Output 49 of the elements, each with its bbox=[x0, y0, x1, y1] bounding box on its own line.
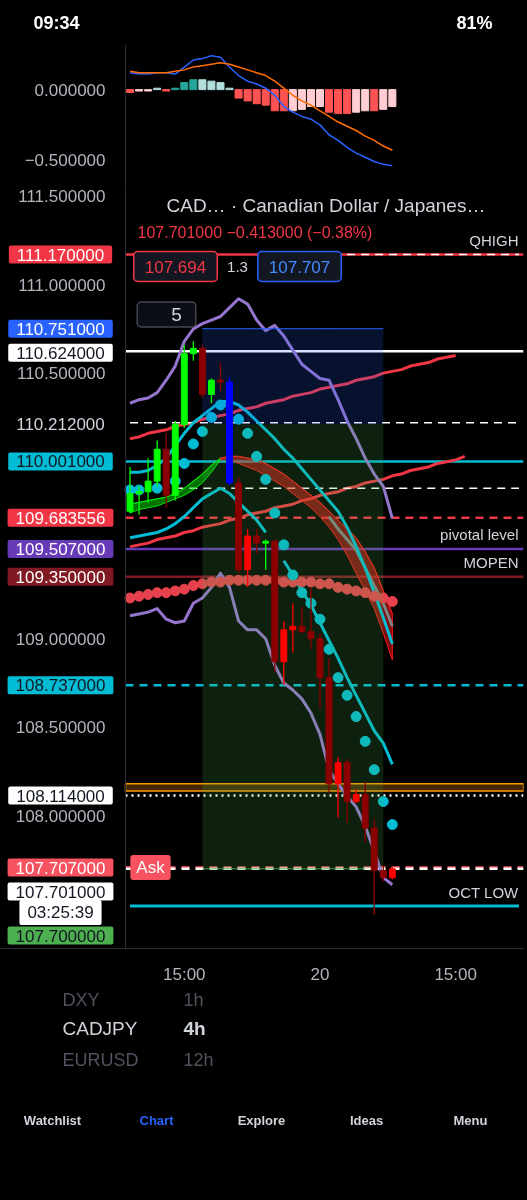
y-tick-label: 110.624000 bbox=[16, 343, 105, 363]
text: Menu bbox=[453, 1113, 488, 1128]
y-tick-label: −0.500000 bbox=[24, 151, 106, 171]
y-tick-label: 108.000000 bbox=[15, 806, 106, 826]
text: CAD… · Canadian Dollar / Japanes… bbox=[166, 195, 486, 216]
y-tick-label: 108.114000 bbox=[16, 786, 105, 806]
text: 81% bbox=[456, 12, 493, 33]
text: CADJPY bbox=[62, 1018, 138, 1039]
text: 12h bbox=[183, 1049, 214, 1070]
y-tick-label: 109.507000 bbox=[15, 539, 106, 559]
y-tick-label: 110.500000 bbox=[16, 364, 106, 384]
y-tick-label: 110.212000 bbox=[16, 415, 105, 435]
ref-line-label: MOPEN bbox=[463, 554, 519, 572]
y-tick-label: 111.500000 bbox=[18, 187, 106, 207]
text: 4h bbox=[183, 1018, 206, 1039]
ref-line-label: QHIGH bbox=[469, 232, 519, 250]
series-label: OCT LOW bbox=[448, 883, 520, 901]
y-tick-label: 109.683556 bbox=[15, 508, 106, 528]
y-tick-label: 111.170000 bbox=[16, 245, 105, 265]
y-tick-label: 109.350000 bbox=[15, 567, 106, 587]
x-tick-label: 15:00 bbox=[434, 964, 477, 984]
y-tick-label: 0.000000 bbox=[34, 80, 106, 100]
text: 107.701000 −0.413000 (−0.38%) bbox=[137, 224, 373, 241]
text: Explore bbox=[237, 1113, 286, 1128]
text: Chart bbox=[139, 1113, 175, 1128]
text: 09:34 bbox=[33, 12, 80, 33]
text: 03:25:39 bbox=[27, 903, 94, 923]
y-tick-label: 108.737000 bbox=[15, 676, 106, 696]
text: 107.700000 bbox=[15, 926, 106, 946]
y-tick-label: 111.000000 bbox=[18, 275, 106, 295]
x-tick-label: 20 bbox=[310, 964, 330, 984]
text: 1h bbox=[183, 989, 204, 1010]
annotation: 1.3 bbox=[227, 257, 248, 275]
y-tick-label: 107.707000 bbox=[15, 858, 106, 878]
ref-line-label: Ask bbox=[136, 858, 166, 878]
text: 107.701000 bbox=[15, 882, 106, 902]
y-tick-label: 110.001000 bbox=[16, 452, 105, 472]
annotation: 5 bbox=[171, 304, 182, 325]
y-tick-label: 110.751000 bbox=[16, 319, 105, 339]
text: Ideas bbox=[349, 1113, 384, 1128]
x-tick-label: 15:00 bbox=[163, 964, 206, 984]
text: DXY bbox=[62, 989, 100, 1010]
text: EURUSD bbox=[62, 1049, 139, 1070]
annotation: 107.707 bbox=[268, 257, 331, 277]
ref-line-label: pivotal level bbox=[440, 526, 519, 544]
y-tick-label: 108.500000 bbox=[15, 718, 106, 738]
text: Watchlist bbox=[23, 1113, 82, 1128]
y-tick-label: 109.000000 bbox=[15, 629, 106, 649]
annotation: 107.694 bbox=[144, 257, 207, 277]
